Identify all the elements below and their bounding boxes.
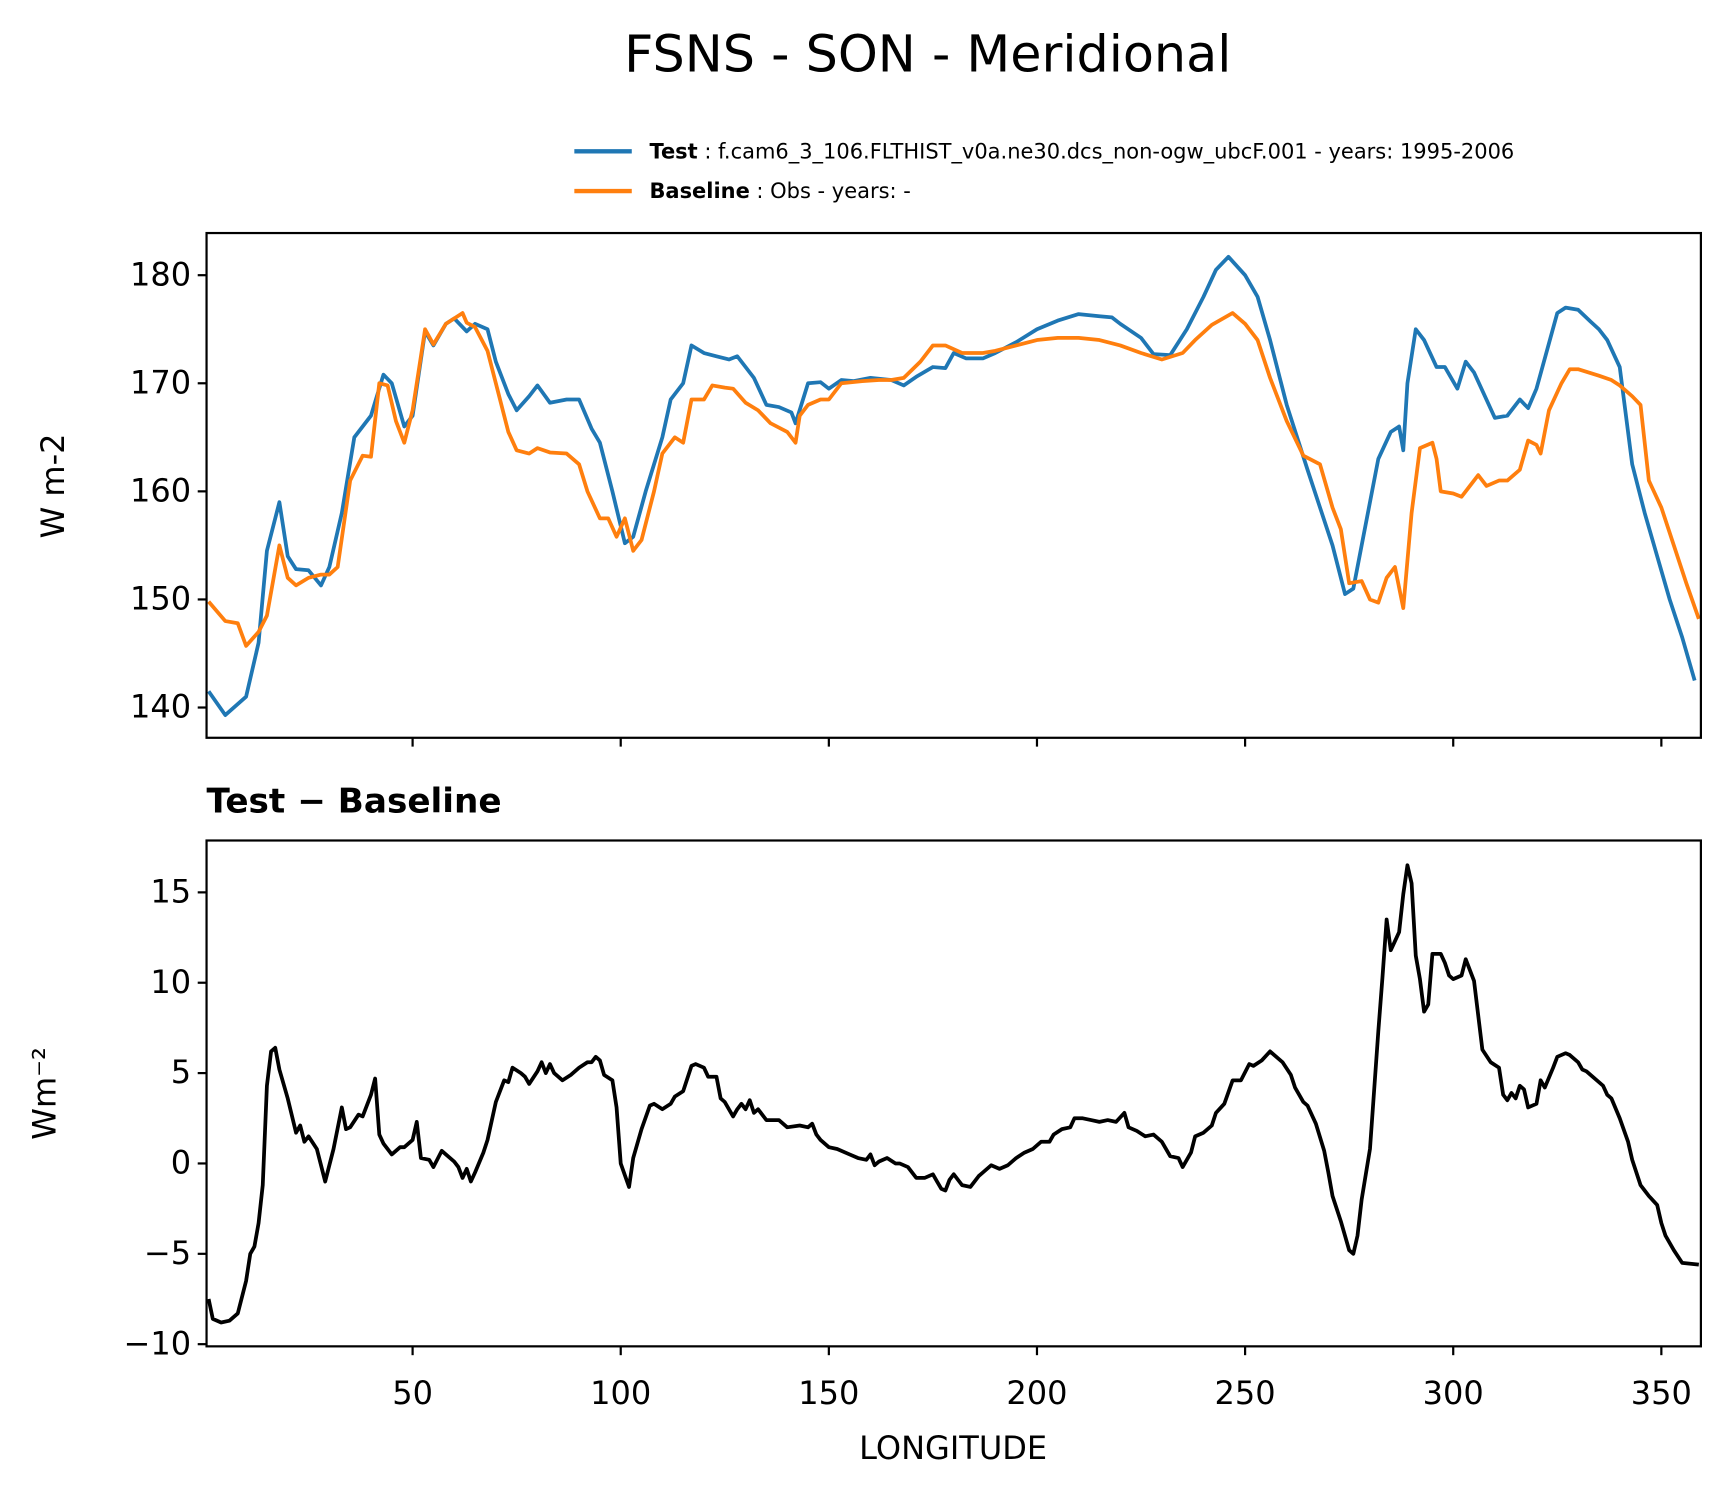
x-tick-label: 50 <box>392 1374 433 1412</box>
x-tick-label: 150 <box>798 1374 859 1412</box>
data-line <box>207 311 1701 648</box>
y-axis-label: Wm⁻² <box>25 1047 63 1140</box>
y-tick-label: 170 <box>130 363 191 401</box>
legend-description: : f.cam6_3_106.FLTHIST_v0a.ne30.dcs_non-… <box>704 139 1514 164</box>
legend-name: Baseline <box>649 179 749 203</box>
y-axis-label: W m-2 <box>34 433 72 538</box>
x-axis-label: LONGITUDE <box>859 1429 1047 1467</box>
y-tick-label: 10 <box>150 963 191 1001</box>
x-tick-label: 300 <box>1423 1374 1484 1412</box>
y-tick-label: 15 <box>150 872 191 910</box>
y-tick-label: 140 <box>130 688 191 726</box>
y-tick-label: 5 <box>171 1053 191 1091</box>
x-tick-label: 200 <box>1006 1374 1067 1412</box>
figure-title: FSNS - SON - Meridional <box>624 24 1231 83</box>
x-tick-label: 250 <box>1215 1374 1276 1412</box>
y-tick-label: 0 <box>171 1144 191 1182</box>
legend-name: Test <box>649 139 697 163</box>
legend: Test : f.cam6_3_106.FLTHIST_v0a.ne30.dcs… <box>574 139 1514 203</box>
panel-title: Test − Baseline <box>207 781 502 821</box>
x-tick-label: 350 <box>1631 1374 1692 1412</box>
data-line <box>206 863 1700 1325</box>
y-tick-label: 150 <box>130 580 191 618</box>
axes-frame <box>205 839 1702 1348</box>
y-tick-label: 180 <box>130 255 191 293</box>
y-tick-label: −5 <box>144 1234 191 1272</box>
axes-frame <box>205 231 1702 739</box>
y-tick-label: −10 <box>124 1324 192 1362</box>
y-tick-label: 160 <box>130 471 191 509</box>
x-tick-label: 100 <box>590 1374 651 1412</box>
legend-description: : Obs - years: - <box>756 179 910 203</box>
